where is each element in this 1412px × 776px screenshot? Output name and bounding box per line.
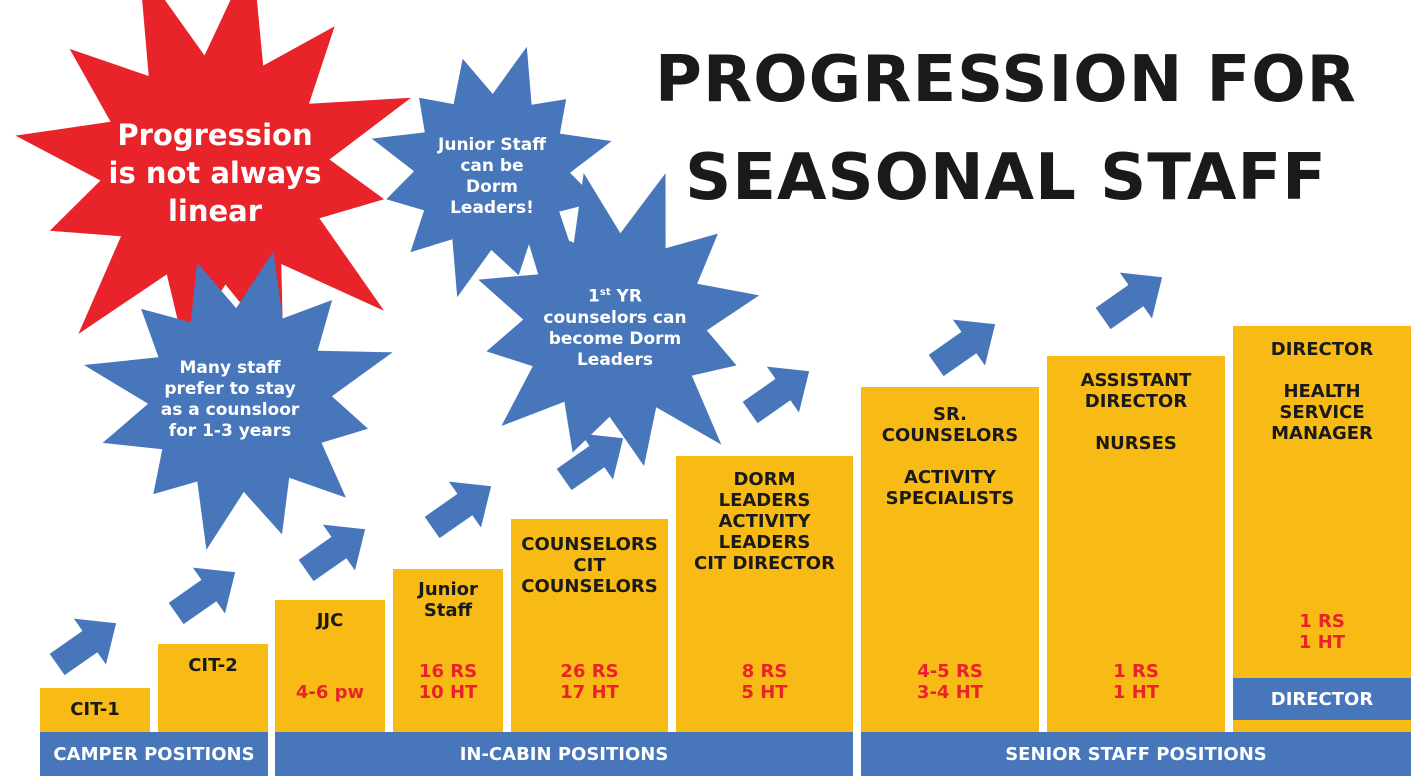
level-label: CIT [573, 555, 606, 576]
level-label: ACTIVITY [718, 511, 811, 532]
arrow-up-right-icon [1095, 272, 1163, 330]
note-first-year-yr: YR [610, 286, 642, 307]
level-count: 5 HT [741, 682, 788, 703]
level-column-jjc: JJC 4-6 pw [275, 600, 385, 732]
level-column-sr: SR. COUNSELORS ACTIVITY SPECIALISTS 4-5 … [861, 387, 1039, 732]
note-line: Leaders [576, 349, 654, 370]
arrow-up-right-icon [168, 567, 236, 625]
note-line: counselors can [543, 307, 687, 328]
level-label: SR. [933, 404, 967, 425]
level-label: ACTIVITY [903, 467, 997, 488]
level-label: ASSISTANT [1080, 370, 1192, 391]
arrow-up-right-icon [556, 433, 624, 491]
band-camper-positions: CAMPER POSITIONS [40, 732, 268, 776]
level-label: MANAGER [1271, 423, 1373, 444]
level-column-dorm: DORM LEADERS ACTIVITY LEADERS CIT DIRECT… [676, 456, 853, 732]
arrow-up-right-icon [298, 524, 366, 582]
level-label: SPECIALISTS [885, 488, 1015, 509]
level-column-cit2: CIT-2 [158, 644, 268, 732]
starburst-icon-nonlinear [15, 0, 412, 356]
note-line: Many staff [179, 358, 281, 378]
level-label: COUNSELORS [521, 534, 658, 555]
note-line: for 1-3 years [168, 421, 292, 441]
note-line: Leaders! [450, 198, 534, 218]
level-label: Staff [423, 600, 473, 621]
level-label: CIT DIRECTOR [694, 553, 835, 574]
level-column-director: DIRECTOR HEALTH SERVICE MANAGER 1 RS 1 H… [1233, 326, 1411, 732]
arrow-up-right-icon [49, 618, 117, 676]
level-label: DIRECTOR [1084, 391, 1188, 412]
level-label: JJC [316, 610, 344, 631]
level-label: Junior [418, 579, 478, 600]
level-column-asst: ASSISTANT DIRECTOR NURSES 1 RS 1 HT [1047, 356, 1225, 732]
level-label: NURSES [1095, 433, 1177, 454]
note-line: Junior Staff [438, 135, 546, 155]
arrow-up-right-icon [928, 319, 996, 377]
note-first-year-suffix: st [599, 287, 611, 298]
level-count: 17 HT [560, 682, 619, 703]
note-first-year: 1st YR counselors can become Dorm Leader… [525, 282, 705, 371]
level-count: 4-6 pw [295, 682, 365, 703]
note-line: is not always [108, 156, 322, 190]
level-count: 1 HT [1112, 682, 1160, 703]
level-label: COUNSELORS [881, 425, 1019, 446]
level-label: LEADERS [718, 490, 811, 511]
note-first-year-number: 1 [588, 286, 600, 307]
page-title-line-1: PROGRESSION FOR [655, 43, 1357, 117]
starburst-icon-first-year [478, 173, 760, 466]
level-count: 26 RS [560, 661, 619, 682]
starburst-icon-many-staff [83, 251, 393, 550]
band-in-cabin-positions: IN-CABIN POSITIONS [275, 732, 853, 776]
level-count: 10 HT [418, 682, 478, 703]
arrow-up-right-icon [742, 366, 810, 424]
note-line: as a counsloor [160, 400, 300, 420]
note-line: prefer to stay [164, 379, 296, 399]
level-column-junior: Junior Staff 16 RS 10 HT [393, 569, 503, 732]
page-title-line-2: SEASONAL STAFF [685, 141, 1327, 215]
note-line: 1st YR [525, 282, 705, 308]
director-band: DIRECTOR [1233, 678, 1411, 720]
level-label: CIT-2 [188, 655, 238, 676]
level-label: CIT-1 [70, 699, 120, 720]
note-line: become Dorm [548, 328, 682, 349]
level-count: 1 RS [1299, 611, 1345, 632]
note-line: Progression [117, 118, 313, 152]
level-count: 1 RS [1113, 661, 1159, 682]
note-line: Dorm [466, 177, 518, 197]
level-label: DORM [733, 469, 796, 490]
arrow-up-right-icon [424, 481, 492, 539]
level-count: 4-5 RS [917, 661, 983, 682]
level-count: 8 RS [741, 661, 788, 682]
note-nonlinear: Progression is not always linear [95, 116, 335, 230]
level-label: COUNSELORS [521, 576, 658, 597]
band-senior-staff-positions: SENIOR STAFF POSITIONS [861, 732, 1411, 776]
level-count: 1 HT [1298, 632, 1346, 653]
note-junior-dorm: Junior Staff can be Dorm Leaders! [412, 135, 572, 219]
note-line: can be [460, 156, 524, 176]
level-label: SERVICE [1279, 402, 1365, 423]
level-label: DIRECTOR [1270, 339, 1374, 360]
level-count: 16 RS [418, 661, 478, 682]
note-line: linear [167, 194, 263, 228]
level-column-cit1: CIT-1 [40, 688, 150, 732]
note-many-staff: Many staff prefer to stay as a counsloor… [140, 358, 320, 442]
level-count: 3-4 HT [916, 682, 984, 703]
level-label: HEALTH [1283, 381, 1361, 402]
level-label: LEADERS [718, 532, 811, 553]
level-column-counselors: COUNSELORS CIT COUNSELORS 26 RS 17 HT [511, 519, 668, 732]
